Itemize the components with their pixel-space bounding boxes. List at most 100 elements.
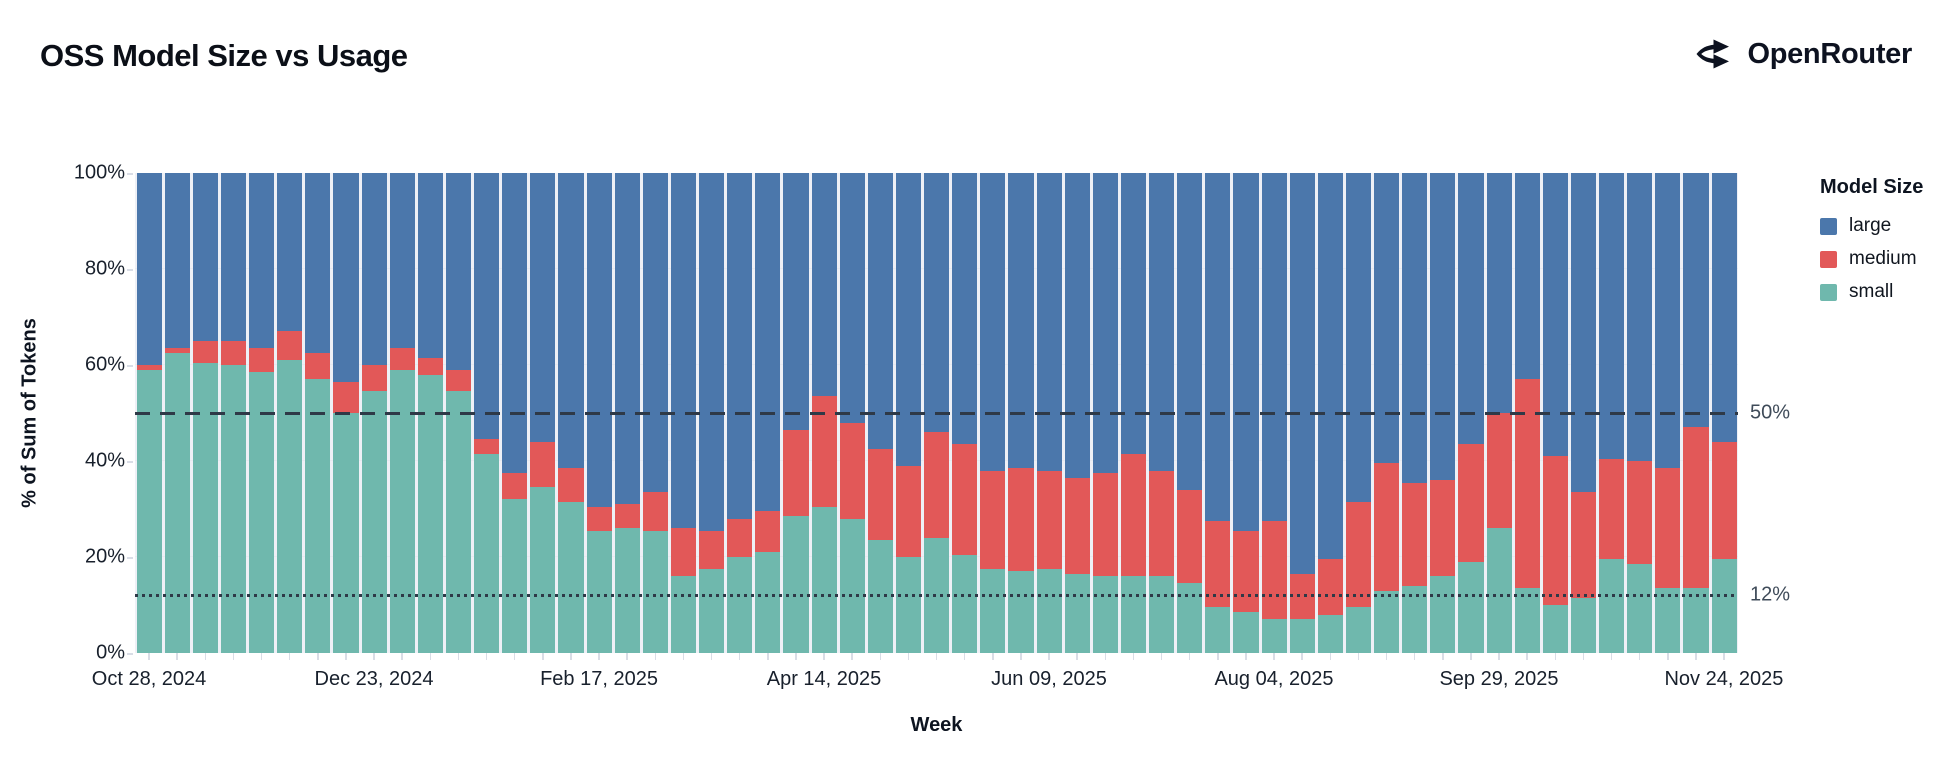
bar-segment-medium [1430,480,1456,577]
bar-segment-medium [1486,413,1512,529]
bar-segment-medium [164,348,190,353]
x-tick-mark [429,653,432,660]
bar-segment-small [1542,604,1568,653]
bar-segment-small [670,576,696,653]
bar-segment-medium [1177,489,1203,584]
bar-segment-small [305,379,331,653]
x-tick-slot [1288,653,1316,661]
y-axis-tick-labels: 0% 20% 40% 60% 80% 100% [0,162,133,664]
bar-week-Nov 11, 2024 [192,173,218,653]
bar-segment-small [1374,590,1400,653]
bar-segment-medium [558,468,584,502]
bar-segment-small [642,530,668,653]
x-tick-slot [1569,653,1597,661]
bar-segment-small [783,516,809,653]
bar-segment-large [558,173,584,469]
x-tick-mark [654,653,657,660]
bar-segment-large [1064,173,1090,478]
bar-week-Aug 11, 2025 [1289,173,1315,653]
bar-segment-large [1374,173,1400,464]
x-tick-label: Nov 24, 2025 [1664,668,1784,690]
x-tick-mark [1470,653,1472,660]
bar-week-Feb 24, 2025 [614,173,640,653]
bar-week-Jun 09, 2025 [1036,173,1062,653]
x-tick-label: Jun 09, 2025 [991,668,1107,690]
bar-segment-small [1317,614,1343,653]
bar-week-May 26, 2025 [980,173,1006,653]
x-tick-slot [1457,653,1485,661]
legend-swatch-small [1820,283,1837,301]
x-tick-mark [373,653,375,660]
x-tick-mark [317,653,319,660]
bar-segment-large [305,173,331,353]
bar-week-Nov 10, 2025 [1655,173,1681,653]
bar-segment-large [1430,173,1456,481]
x-tick-mark [457,653,460,660]
x-tick-slot [1035,653,1063,661]
x-tick-mark [823,653,825,660]
x-tick-label: Apr 14, 2025 [766,668,882,690]
bar-segment-large [136,173,162,365]
x-tick-slot [698,653,726,661]
bar-segment-small [1008,571,1034,653]
legend-item-small: small [1820,281,1923,303]
bar-week-Jul 07, 2025 [1149,173,1175,653]
x-tick-mark [1048,653,1050,660]
x-tick-mark [570,653,572,660]
x-tick-mark [1695,653,1697,660]
bar-segment-medium [670,528,696,577]
bar-segment-small [1233,612,1259,653]
bar-week-Dec 09, 2024 [305,173,331,653]
bar-segment-small [1261,619,1287,653]
bar-segment-medium [839,422,865,519]
x-tick-mark [1413,653,1416,660]
legend-label: large [1849,215,1892,236]
x-tick-label: Dec 23, 2024 [314,668,434,690]
bar-segment-large [1289,173,1315,574]
bar-segment-large [361,173,387,365]
bar-week-Oct 20, 2025 [1570,173,1596,653]
x-tick-mark [767,653,769,660]
x-tick-slot [276,653,304,661]
bar-segment-large [839,173,865,423]
x-tick-slot [585,653,613,661]
legend-swatch-medium [1820,250,1837,268]
x-tick-slot [1373,653,1401,661]
bar-segment-small [502,499,528,653]
x-tick-slot [866,653,894,661]
bar-week-Nov 24, 2025 [1711,173,1737,653]
bar-segment-medium [530,441,556,488]
reference-line-label: 12% [1750,583,1791,606]
bar-week-Nov 25, 2024 [249,173,275,653]
bar-segment-small [1683,588,1709,653]
x-tick-slot [613,653,641,661]
x-tick-mark [682,653,685,660]
bar-segment-large [642,173,668,493]
bar-segment-large [783,173,809,430]
bar-segment-large [1149,173,1175,471]
bar-segment-medium [249,348,275,373]
bar-segment-medium [474,439,500,454]
bar-segment-small [361,391,387,653]
y-tick-label: 60% [84,353,125,376]
x-tick-mark [260,653,263,660]
bar-segment-medium [1683,427,1709,589]
x-tick-mark [1217,653,1219,660]
bar-segment-medium [1233,530,1259,613]
x-tick-mark [288,653,291,660]
bar-segment-large [277,173,303,332]
bar-week-Sep 08, 2025 [1402,173,1428,653]
x-tick-mark [1020,653,1022,660]
bar-segment-small [699,568,725,653]
x-tick-slot [135,653,163,661]
x-tick-mark [1554,653,1557,660]
bar-segment-small [164,352,190,653]
bar-week-Feb 17, 2025 [586,173,612,653]
bar-segment-large [586,173,612,507]
x-tick-slot [388,653,416,661]
x-tick-slot [951,653,979,661]
x-tick-slot [810,653,838,661]
bar-week-Feb 10, 2025 [558,173,584,653]
bar-segment-small [1205,607,1231,653]
reference-line-annotations: 50% 12% [1750,173,1830,653]
